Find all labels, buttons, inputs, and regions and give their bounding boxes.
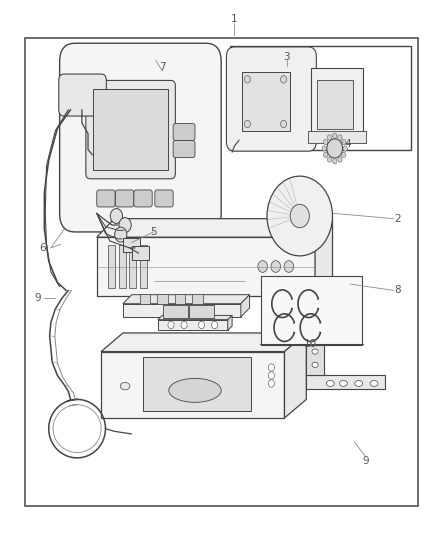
Circle shape: [181, 321, 187, 329]
Circle shape: [115, 227, 127, 242]
Circle shape: [258, 261, 268, 272]
Circle shape: [268, 364, 275, 371]
Circle shape: [119, 217, 131, 232]
Circle shape: [267, 176, 332, 256]
Circle shape: [323, 152, 328, 158]
Text: 9: 9: [362, 456, 369, 465]
Circle shape: [212, 321, 218, 329]
Ellipse shape: [120, 382, 130, 390]
Circle shape: [290, 204, 309, 228]
Ellipse shape: [312, 349, 318, 354]
FancyBboxPatch shape: [192, 294, 203, 304]
Polygon shape: [101, 333, 306, 352]
Text: 1: 1: [231, 14, 237, 25]
FancyBboxPatch shape: [119, 245, 126, 288]
Circle shape: [343, 146, 347, 151]
FancyBboxPatch shape: [86, 80, 175, 179]
Polygon shape: [158, 320, 228, 330]
Circle shape: [322, 146, 326, 151]
Circle shape: [244, 76, 251, 83]
Circle shape: [110, 208, 123, 223]
Text: 3: 3: [283, 52, 290, 61]
FancyBboxPatch shape: [189, 305, 214, 318]
Text: 2: 2: [395, 214, 401, 224]
FancyBboxPatch shape: [59, 74, 106, 116]
Text: 8: 8: [395, 286, 401, 295]
Circle shape: [198, 321, 205, 329]
Circle shape: [284, 261, 293, 272]
Circle shape: [327, 135, 332, 140]
Polygon shape: [97, 219, 332, 237]
Polygon shape: [123, 304, 241, 317]
Ellipse shape: [169, 378, 221, 402]
Polygon shape: [97, 237, 315, 296]
Circle shape: [281, 120, 287, 128]
FancyBboxPatch shape: [108, 245, 115, 288]
FancyBboxPatch shape: [163, 305, 187, 318]
FancyBboxPatch shape: [157, 294, 168, 304]
Bar: [230, 46, 411, 150]
FancyBboxPatch shape: [144, 357, 251, 410]
FancyBboxPatch shape: [140, 294, 150, 304]
FancyBboxPatch shape: [60, 43, 221, 232]
Ellipse shape: [339, 381, 347, 386]
Text: 6: 6: [39, 243, 46, 253]
Text: 10: 10: [304, 338, 317, 349]
Polygon shape: [158, 316, 232, 320]
Polygon shape: [228, 316, 232, 330]
FancyBboxPatch shape: [93, 90, 168, 169]
FancyBboxPatch shape: [317, 80, 353, 129]
FancyBboxPatch shape: [175, 294, 185, 304]
Circle shape: [271, 261, 281, 272]
Circle shape: [342, 152, 346, 158]
Polygon shape: [285, 333, 306, 418]
Text: 7: 7: [159, 62, 166, 72]
FancyBboxPatch shape: [116, 190, 134, 207]
Circle shape: [244, 120, 251, 128]
FancyBboxPatch shape: [261, 276, 362, 345]
Circle shape: [342, 140, 346, 145]
Circle shape: [168, 321, 174, 329]
Polygon shape: [315, 219, 332, 296]
Circle shape: [327, 157, 332, 162]
Circle shape: [281, 76, 287, 83]
Polygon shape: [123, 295, 250, 304]
FancyBboxPatch shape: [132, 246, 149, 260]
FancyBboxPatch shape: [307, 131, 366, 143]
Polygon shape: [241, 295, 250, 317]
FancyBboxPatch shape: [124, 238, 140, 252]
Ellipse shape: [370, 381, 378, 386]
Text: 5: 5: [150, 227, 157, 237]
FancyBboxPatch shape: [141, 245, 148, 288]
Circle shape: [338, 157, 342, 162]
Circle shape: [268, 372, 275, 379]
Circle shape: [323, 140, 328, 145]
Circle shape: [268, 379, 275, 387]
Text: 9: 9: [35, 293, 41, 303]
Bar: [25, 38, 418, 506]
Polygon shape: [306, 333, 324, 375]
FancyBboxPatch shape: [130, 245, 137, 288]
FancyBboxPatch shape: [97, 190, 115, 207]
Polygon shape: [101, 352, 285, 418]
Circle shape: [327, 139, 343, 158]
FancyBboxPatch shape: [242, 72, 290, 131]
Ellipse shape: [355, 381, 363, 386]
Ellipse shape: [326, 381, 334, 386]
FancyBboxPatch shape: [134, 190, 152, 207]
Circle shape: [332, 159, 337, 164]
Ellipse shape: [312, 362, 318, 368]
Circle shape: [338, 135, 342, 140]
Text: 4: 4: [345, 139, 351, 149]
Polygon shape: [306, 375, 385, 389]
FancyBboxPatch shape: [155, 190, 173, 207]
Circle shape: [332, 133, 337, 139]
FancyBboxPatch shape: [226, 47, 316, 151]
FancyBboxPatch shape: [173, 124, 195, 141]
FancyBboxPatch shape: [173, 141, 195, 158]
FancyBboxPatch shape: [311, 68, 363, 138]
